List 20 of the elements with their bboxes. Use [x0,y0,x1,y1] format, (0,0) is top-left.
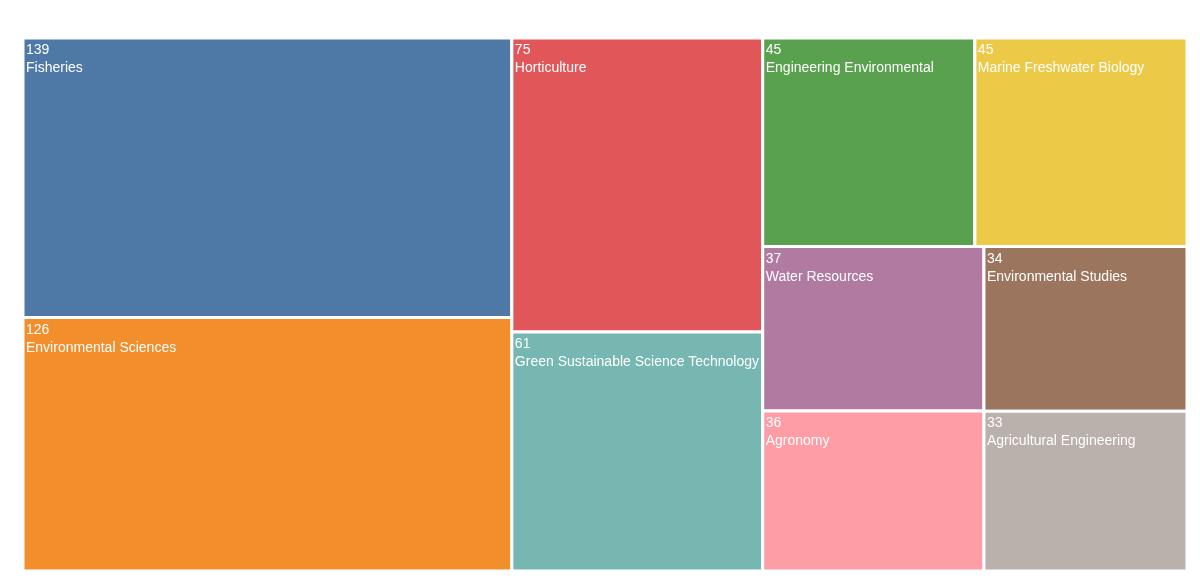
category-label: Environmental Sciences [26,338,177,355]
category-label: Agronomy [765,432,830,449]
data-label: 139 [26,41,50,57]
data-label: 61 [514,334,531,351]
category-label: Agricultural Engineering [986,432,1136,449]
category-label: Engineering Environmental [765,59,934,76]
category-label: Environmental Studies [986,267,1128,284]
data-label: 33 [986,414,1003,431]
data-label: 34 [986,249,1003,266]
data-label: 45 [765,41,782,57]
category-label: Marine Freshwater Biology [977,59,1145,76]
category-label: Green Sustainable Science Technology [514,353,759,370]
data-label: 37 [765,249,782,266]
data-label: 36 [765,414,782,430]
data-label: 75 [514,41,531,57]
category-label: Horticulture [514,59,587,76]
data-label: 45 [977,41,994,57]
category-label: Water Resources [765,267,874,284]
category-label: Fisheries [26,59,83,76]
data-label: 126 [26,320,50,337]
